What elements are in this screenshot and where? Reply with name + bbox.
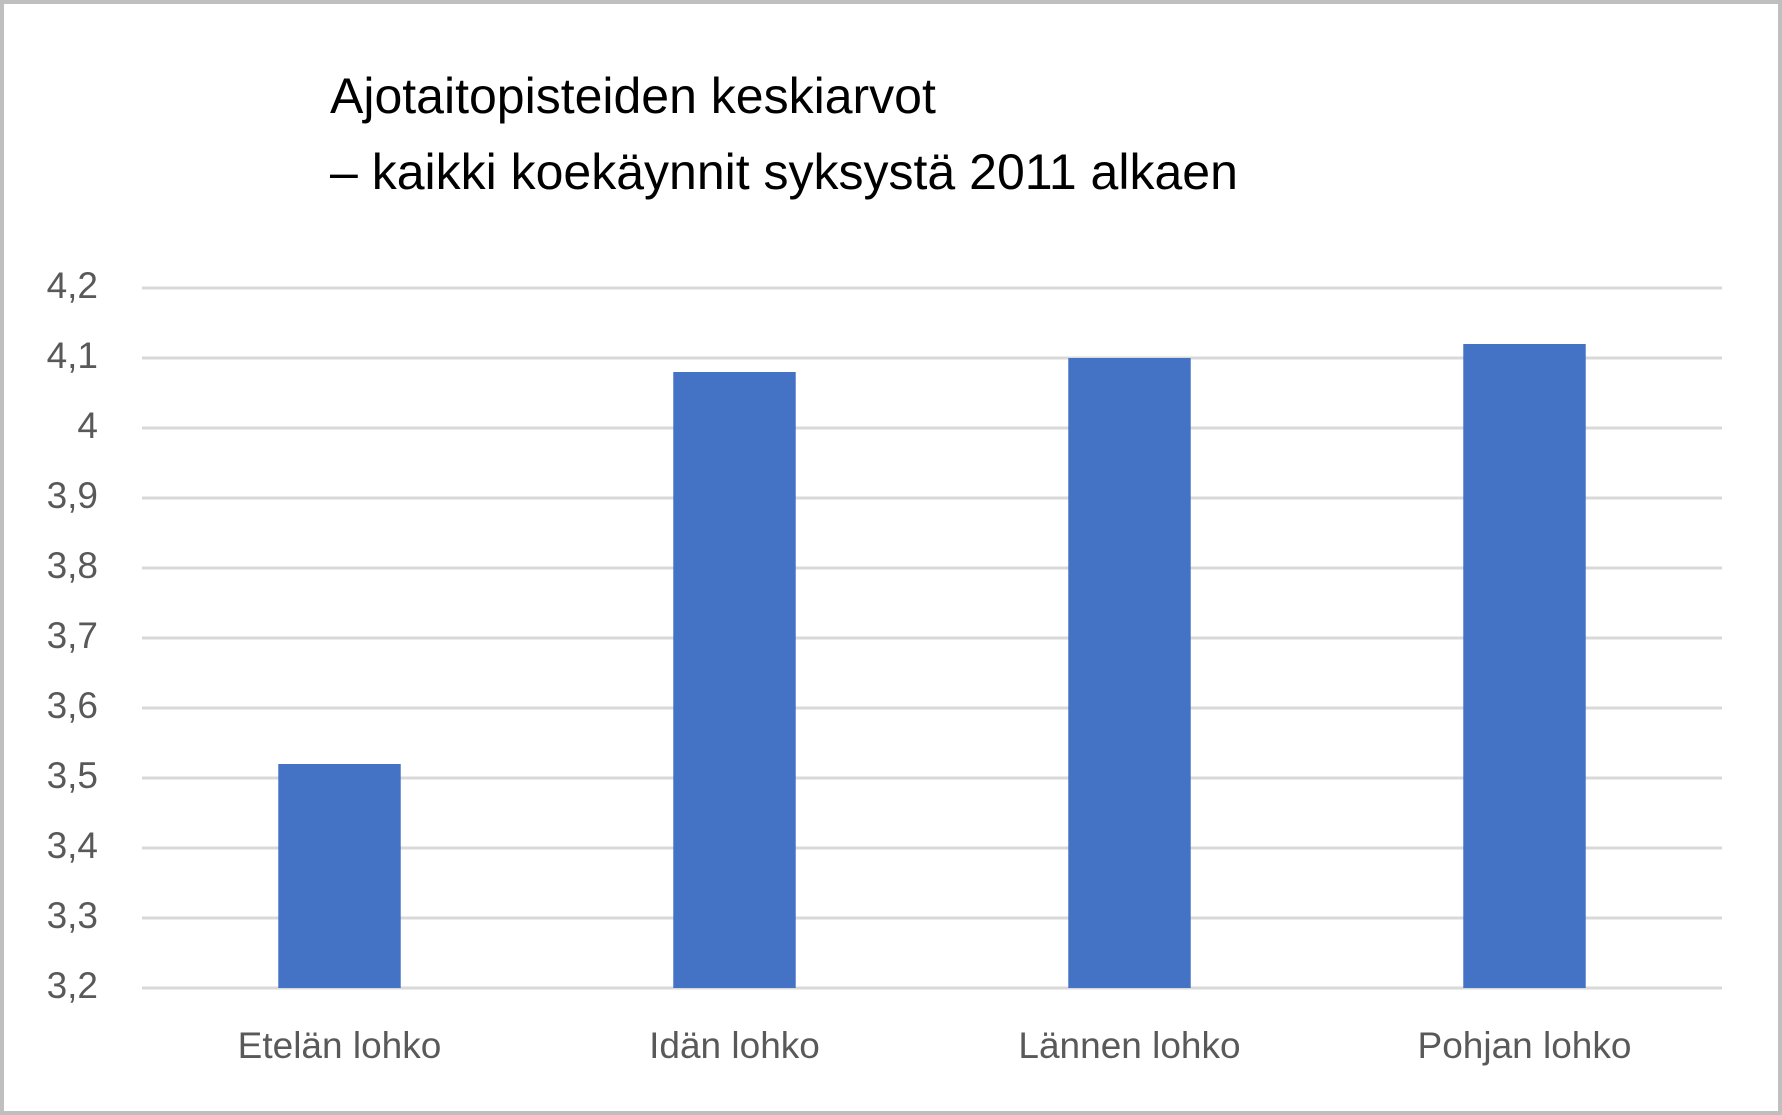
y-tick-label: 3,6 <box>47 685 98 726</box>
y-tick-label: 3,3 <box>47 895 98 936</box>
y-tick-label: 3,2 <box>47 965 98 1006</box>
bar <box>1068 358 1191 988</box>
x-tick-label: Idän lohko <box>649 1025 820 1066</box>
chart-title: Ajotaitopisteiden keskiarvot <box>330 68 936 124</box>
x-tick-label: Lännen lohko <box>1018 1025 1240 1066</box>
y-tick-label: 4,1 <box>47 335 98 376</box>
y-tick-label: 3,4 <box>47 825 98 866</box>
bar <box>1463 344 1586 988</box>
y-tick-label: 3,8 <box>47 545 98 586</box>
y-tick-label: 3,9 <box>47 475 98 516</box>
y-tick-label: 4,2 <box>47 265 98 306</box>
bar <box>278 764 401 988</box>
y-tick-label: 4 <box>77 405 98 446</box>
x-tick-label: Etelän lohko <box>238 1025 442 1066</box>
chart-title: – kaikki koekäynnit syksystä 2011 alkaen <box>330 144 1238 200</box>
bar <box>673 372 796 988</box>
y-tick-label: 3,5 <box>47 755 98 796</box>
y-tick-label: 3,7 <box>47 615 98 656</box>
x-tick-label: Pohjan lohko <box>1418 1025 1632 1066</box>
